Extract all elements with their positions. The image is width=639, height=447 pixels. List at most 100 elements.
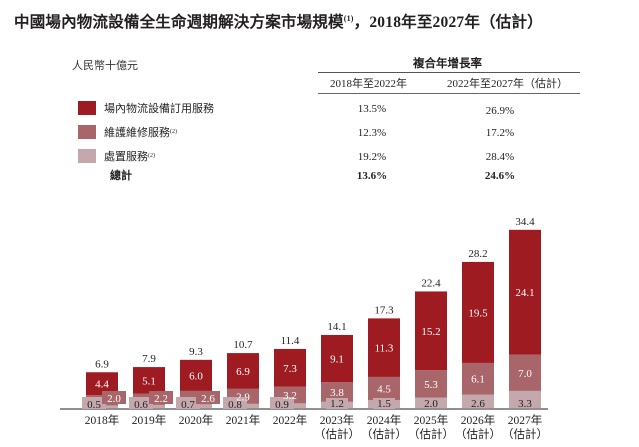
cagr-column-1: 2018年至2022年 [330, 78, 407, 90]
data-label-subscription: 15.2 [421, 326, 440, 338]
x-tick-label: 2023年 [320, 413, 355, 427]
chart-title: 中國場內物流設備全生命週期解決方案市場規模(1)，2018年至2027年（估計） [14, 10, 543, 32]
data-label-subscription: 19.5 [468, 307, 488, 319]
legend-label: 總計 [110, 170, 132, 182]
data-label-box [149, 391, 173, 404]
data-label-maintenance: 6.1 [471, 374, 485, 386]
bar-segment-maintenance [509, 354, 541, 391]
bar-segment-subscription [415, 291, 447, 371]
data-label-total: 7.9 [142, 353, 156, 365]
cagr-value: 12.3% [357, 127, 387, 139]
x-tick-label: 2024年 [367, 413, 402, 427]
data-label-disposal: 0.7 [181, 399, 195, 411]
data-label-total: 11.4 [281, 335, 300, 347]
data-label-disposal: 3.3 [518, 398, 532, 410]
x-tick-label: （估計） [502, 427, 548, 441]
data-label-total: 10.7 [233, 339, 253, 351]
data-label-maintenance: 2.2 [154, 393, 168, 405]
x-tick-label: 2025年 [414, 413, 449, 427]
data-label-subscription: 5.1 [142, 375, 156, 387]
bar-segment-disposal [415, 397, 447, 408]
data-label-maintenance: 2.9 [236, 391, 250, 403]
cagr-column-2: 2022年至2027年（估計） [447, 78, 568, 90]
x-tick-label: （估計） [408, 427, 454, 441]
cagr-value: 17.2% [485, 127, 515, 139]
data-label-maintenance: 7.0 [518, 368, 532, 380]
data-label-subscription: 4.4 [95, 379, 109, 391]
bar-segment-subscription [86, 372, 118, 396]
bar-segment-subscription [462, 261, 494, 363]
data-label-total: 6.9 [95, 358, 109, 370]
data-label-box [82, 397, 106, 409]
data-label-total: 17.3 [374, 304, 394, 316]
cagr-header: 複合年增長率 [413, 58, 482, 70]
data-label-box [129, 397, 153, 409]
bar-segment-maintenance [321, 382, 353, 402]
data-label-maintenance: 3.2 [283, 390, 297, 402]
x-tick-label: 2026年 [461, 413, 496, 427]
data-label-subscription: 6.0 [189, 370, 203, 382]
legend-footnote: (2) [170, 129, 177, 135]
x-tick-label: 2022年 [273, 413, 308, 427]
legend-footnote: (2) [148, 153, 155, 159]
cagr-value: 19.2% [357, 151, 387, 163]
data-label-disposal: 1.5 [377, 398, 391, 410]
legend-swatch [78, 125, 96, 139]
data-label-subscription: 24.1 [515, 287, 534, 299]
data-label-subscription: 9.1 [330, 354, 344, 366]
data-label-maintenance: 2.6 [201, 393, 215, 405]
x-tick-label: 2018年 [85, 413, 120, 427]
data-label-box [373, 398, 395, 409]
bar-segment-disposal [509, 390, 541, 408]
bar-segment-subscription [321, 334, 353, 383]
title-footnote: (1) [343, 13, 354, 23]
data-label-box [326, 398, 348, 409]
data-label-disposal: 0.8 [228, 399, 242, 411]
data-label-box [176, 397, 200, 409]
data-label-maintenance: 2.0 [107, 393, 121, 405]
data-label-subscription: 7.3 [283, 363, 297, 375]
cagr-columns-rule [318, 93, 580, 94]
data-label-subscription: 11.3 [375, 343, 394, 355]
data-label-box [102, 391, 126, 404]
legend-item-disposal: 處置服務 (2) [78, 149, 155, 163]
x-tick-label: 2027年 [508, 413, 543, 427]
data-label-maintenance: 3.8 [330, 387, 344, 399]
data-label-disposal: 0.9 [275, 399, 289, 411]
data-label-total: 28.2 [468, 248, 487, 260]
legend-item-total: 總計 [110, 168, 132, 182]
bar-segment-subscription [227, 353, 259, 389]
bar-segment-maintenance [462, 362, 494, 395]
bar-segment-subscription [509, 229, 541, 355]
data-label-subscription: 6.9 [236, 366, 250, 378]
bar-segment-maintenance [368, 376, 400, 401]
cagr-header-rule [318, 72, 580, 73]
data-label-disposal: 1.2 [330, 398, 344, 410]
bar-segment-disposal [462, 394, 494, 408]
cagr-value: 13.5% [357, 103, 387, 115]
legend-swatch [78, 101, 96, 115]
x-tick-label: 2021年 [226, 413, 261, 427]
cagr-total-value: 13.6% [356, 170, 388, 182]
data-label-disposal: 0.5 [87, 399, 101, 411]
data-label-total: 34.4 [515, 216, 535, 228]
x-tick-label: （估計） [455, 427, 501, 441]
data-label-disposal: 2.6 [471, 398, 485, 410]
data-label-disposal: 2.0 [424, 398, 438, 410]
legend-label: 處置服務 [104, 151, 148, 163]
data-label-total: 9.3 [189, 346, 203, 358]
data-label-box [223, 397, 247, 409]
title-suffix: ，2018年至2027年（估計） [353, 14, 543, 31]
data-label-maintenance: 4.5 [377, 384, 391, 396]
x-tick-label: 2020年 [179, 413, 214, 427]
unit-label: 人民幣十億元 [72, 60, 138, 72]
title-text: 中國場內物流設備全生命週期解決方案市場規模 [14, 14, 344, 31]
bar-segment-subscription [180, 359, 212, 391]
data-label-disposal: 0.6 [134, 399, 148, 411]
x-tick-label: （估計） [361, 427, 407, 441]
legend-item-subscription: 場內物流設備訂用服務 [78, 101, 214, 115]
bar-segment-subscription [368, 318, 400, 377]
cagr-value: 28.4% [485, 151, 515, 163]
data-label-total: 14.1 [327, 321, 346, 333]
